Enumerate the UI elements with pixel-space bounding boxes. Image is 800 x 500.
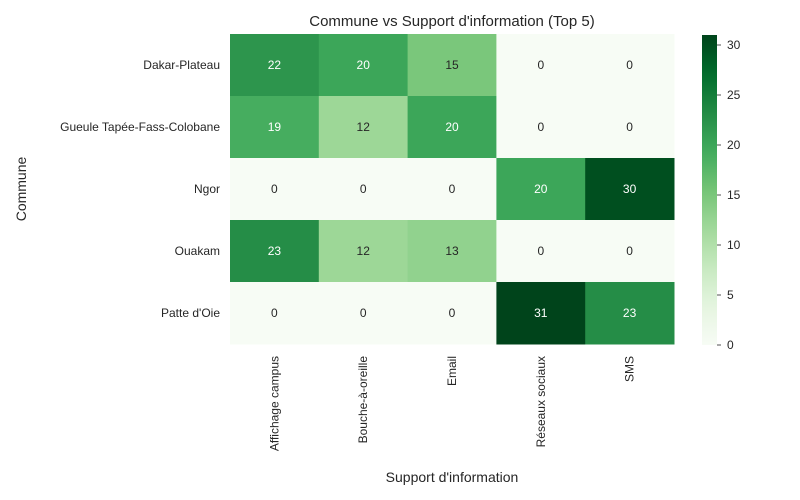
heatmap-cell xyxy=(407,34,497,97)
cell-value-label: 31 xyxy=(534,306,548,320)
x-axis-label: Support d'information xyxy=(386,469,519,485)
y-tick-label: Patte d'Oie xyxy=(161,306,220,320)
cell-value-label: 15 xyxy=(445,58,459,72)
heatmap-cell xyxy=(496,34,586,97)
cell-value-label: 0 xyxy=(271,306,278,320)
cell-value-label: 20 xyxy=(445,120,459,134)
x-tick-label: Bouche-à-oreille xyxy=(356,356,370,444)
x-tick-labels: Affichage campus Bouche-à-oreille Email Rés… xyxy=(267,356,636,451)
cell-value-label: 0 xyxy=(626,244,633,258)
cell-value-label: 0 xyxy=(360,182,367,196)
heatmap-cell xyxy=(318,158,409,221)
cell-value-label: 0 xyxy=(449,182,456,196)
heatmap-cell xyxy=(585,34,675,97)
heatmap-cell xyxy=(230,220,320,283)
heatmap-cell xyxy=(318,282,409,345)
cell-value-label: 19 xyxy=(268,120,282,134)
cell-value-label: 20 xyxy=(357,58,371,72)
cell-value-label: 0 xyxy=(626,120,633,134)
y-tick-label: Ouakam xyxy=(175,244,220,258)
x-tick-label: Réseaux sociaux xyxy=(534,356,548,447)
cell-value-label: 0 xyxy=(537,120,544,134)
cell-value-label: 22 xyxy=(268,58,282,72)
colorbar-tick-label: 20 xyxy=(727,138,741,152)
heatmap-cell xyxy=(230,34,320,97)
cell-value-label: 12 xyxy=(357,120,371,134)
heatmap-cell xyxy=(496,96,586,159)
x-tick-label: Affichage campus xyxy=(267,356,281,451)
y-tick-label: Ngor xyxy=(194,182,220,196)
cell-value-label: 0 xyxy=(271,182,278,196)
cell-value-label: 23 xyxy=(623,306,637,320)
colorbar-tick-label: 15 xyxy=(727,188,741,202)
cell-value-label: 30 xyxy=(623,182,637,196)
y-tick-label: Gueule Tapée-Fass-Colobane xyxy=(60,120,220,134)
y-tick-label: Dakar-Plateau xyxy=(143,58,220,72)
colorbar-tick-label: 0 xyxy=(727,338,734,352)
heatmap-cell xyxy=(407,220,497,283)
cell-value-label: 0 xyxy=(626,58,633,72)
heatmap-cell xyxy=(230,96,320,159)
colorbar-ticks: 0 5 10 15 20 25 30 xyxy=(717,38,741,352)
heatmap-cell xyxy=(585,96,675,159)
cell-value-label: 20 xyxy=(534,182,548,196)
cell-value-label: 0 xyxy=(449,306,456,320)
heatmap-cell xyxy=(585,158,675,221)
heatmap-cell xyxy=(318,220,409,283)
heatmap-cell xyxy=(407,96,497,159)
heatmap-cell xyxy=(407,282,497,345)
heatmap-cell xyxy=(230,158,320,221)
heatmap-cell xyxy=(230,282,320,345)
heatmap-cells: 22 20 15 0 0 19 12 20 0 0 0 0 0 20 30 23 12 13 0 0 0 0 0 31 23 xyxy=(230,34,675,345)
cell-value-label: 13 xyxy=(445,244,459,258)
y-tick-labels: Dakar-Plateau Gueule Tapée-Fass-Colobane N… xyxy=(60,58,220,320)
x-tick-label: Email xyxy=(445,356,459,386)
heatmap-cell xyxy=(585,282,675,345)
chart-title: Commune vs Support d'information (Top 5) xyxy=(309,13,595,30)
cell-value-label: 12 xyxy=(357,244,371,258)
x-tick-label: SMS xyxy=(623,356,637,382)
colorbar-tick-label: 25 xyxy=(727,88,741,102)
colorbar-tick-label: 5 xyxy=(727,288,734,302)
heatmap-cell xyxy=(318,34,409,97)
y-axis-label: Commune xyxy=(13,157,29,222)
heatmap-cell xyxy=(496,282,586,345)
heatmap-cell xyxy=(496,220,586,283)
colorbar-tick-label: 10 xyxy=(727,238,741,252)
cell-value-label: 23 xyxy=(268,244,282,258)
heatmap-cell xyxy=(585,220,675,283)
cell-value-label: 0 xyxy=(537,244,544,258)
cell-value-label: 0 xyxy=(360,306,367,320)
heatmap-cell xyxy=(407,158,497,221)
heatmap-cell xyxy=(318,96,409,159)
cell-value-label: 0 xyxy=(537,58,544,72)
colorbar-tick-label: 30 xyxy=(727,38,741,52)
colorbar xyxy=(702,35,717,345)
heatmap-cell xyxy=(496,158,586,221)
